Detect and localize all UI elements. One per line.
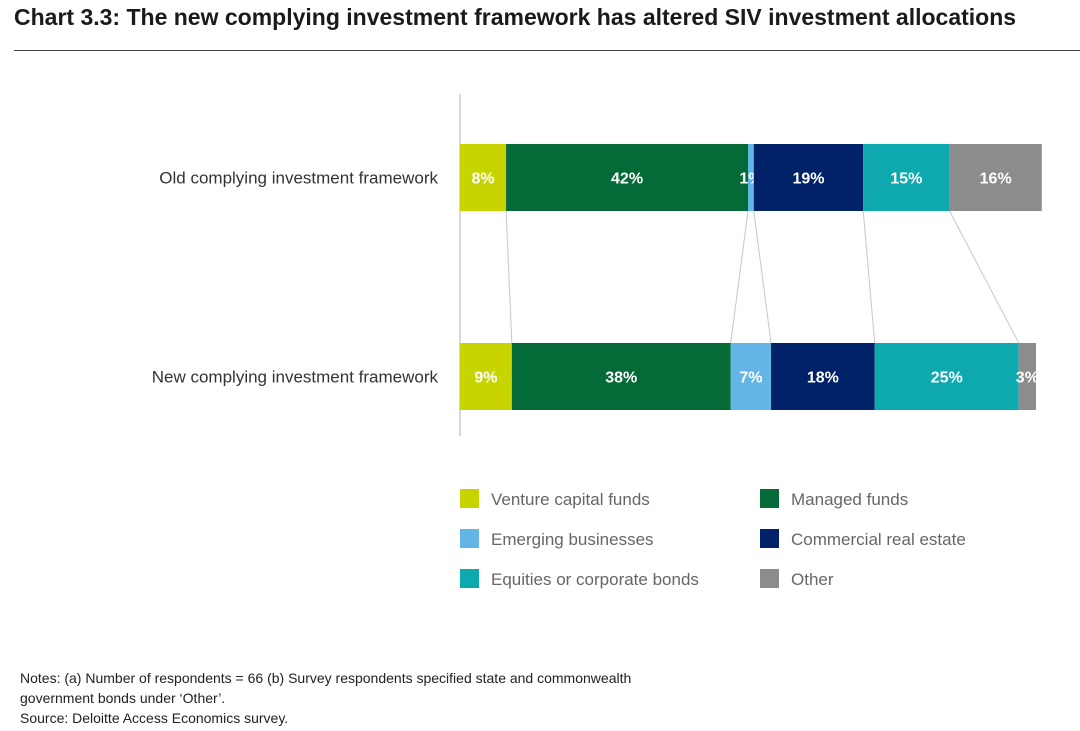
legend-label-commercial-real-estate: Commercial real estate: [791, 530, 966, 549]
bar-segment-commercial-real-estate: [753, 144, 864, 211]
connector-line: [753, 210, 772, 344]
bar-segment-managed-funds: [506, 144, 748, 211]
data-label: 18%: [807, 370, 839, 387]
legend-label-venture-capital-funds: Venture capital funds: [491, 490, 650, 509]
connector-line: [505, 210, 513, 344]
legend-swatch-venture-capital-funds: [460, 489, 479, 508]
title-divider: [14, 50, 1080, 51]
legend-swatch-other: [760, 569, 779, 588]
bar-segment-commercial-real-estate: [771, 343, 875, 410]
chart-title: Chart 3.3: The new complying investment …: [14, 4, 1017, 30]
bar-segment-venture-capital-funds: [460, 144, 507, 211]
legend-label-equities-or-corporate-bonds: Equities or corporate bonds: [491, 570, 699, 589]
bar-segment-other: [949, 144, 1042, 211]
data-label: 25%: [931, 370, 963, 387]
data-label: 8%: [471, 171, 494, 188]
data-label: 42%: [611, 171, 643, 188]
data-label: 16%: [980, 171, 1012, 188]
connector-line: [730, 210, 749, 344]
bar-segment-emerging-businesses: [730, 343, 772, 410]
legend-label-other: Other: [791, 570, 834, 589]
notes-line-1: Notes: (a) Number of respondents = 66 (b…: [20, 670, 632, 686]
category-label-old: Old complying investment framework: [159, 169, 438, 188]
bar-segment-venture-capital-funds: [460, 343, 512, 410]
data-label: 3%: [1016, 370, 1039, 387]
data-label: 38%: [605, 370, 637, 387]
legend-label-emerging-businesses: Emerging businesses: [491, 530, 654, 549]
data-label: 15%: [890, 171, 922, 188]
data-label: 7%: [739, 370, 762, 387]
connector-line: [862, 210, 876, 344]
legend-swatch-emerging-businesses: [460, 529, 479, 548]
notes-line-2: government bonds under ‘Other’.: [20, 690, 226, 706]
bar-segment-emerging-businesses: [748, 144, 754, 211]
bar-segment-other: [1018, 343, 1036, 410]
legend-swatch-commercial-real-estate: [760, 529, 779, 548]
legend-swatch-equities-or-corporate-bonds: [460, 569, 479, 588]
bar-segment-managed-funds: [511, 343, 731, 410]
legend-swatch-managed-funds: [760, 489, 779, 508]
legend-label-managed-funds: Managed funds: [791, 490, 908, 509]
chart-notes: Notes: (a) Number of respondents = 66 (b…: [20, 668, 740, 728]
data-label: 19%: [792, 171, 824, 188]
stacked-bar-chart: Old complying investment framework 8% 42% 1…: [152, 94, 1042, 589]
bar-segment-equities-or-corporate-bonds: [863, 144, 950, 211]
data-label: 9%: [474, 370, 497, 387]
connector-line: [949, 210, 1020, 344]
bar-segment-equities-or-corporate-bonds: [874, 343, 1019, 410]
notes-line-3: Source: Deloitte Access Economics survey…: [20, 710, 289, 726]
category-label-new: New complying investment framework: [152, 368, 439, 387]
